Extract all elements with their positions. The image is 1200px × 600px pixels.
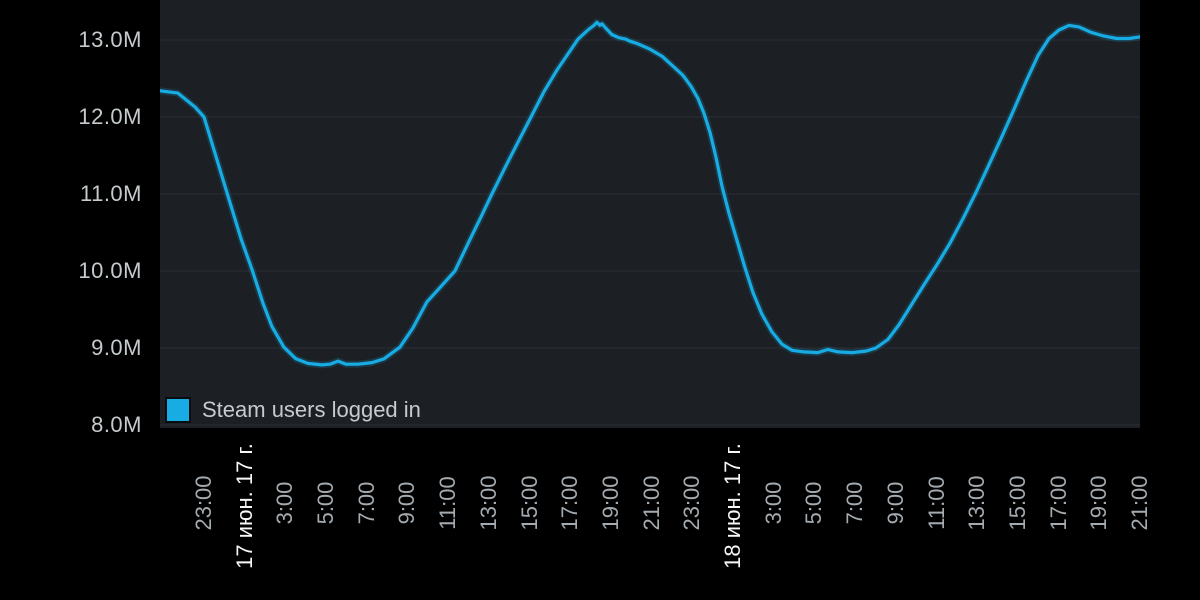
x-axis-date-label: 18 июн. 17 г.: [720, 443, 746, 569]
y-axis-tick-label: 11.0M: [79, 181, 142, 206]
chart-legend[interactable]: Steam users logged in: [165, 397, 421, 423]
x-axis-time-label: 23:00: [679, 475, 705, 531]
y-axis-tick-label: 12.0M: [78, 104, 142, 129]
y-axis-tick-label: 9.0M: [91, 335, 142, 360]
x-axis-time-label: 7:00: [842, 481, 868, 525]
x-axis-time-label: 23:00: [190, 475, 216, 531]
x-axis-time-label: 17:00: [1045, 475, 1071, 531]
y-axis-tick-label: 8.0M: [91, 412, 142, 437]
x-axis-time-label: 17:00: [557, 475, 583, 531]
x-axis-time-label: 5:00: [801, 481, 827, 525]
x-axis-time-label: 13:00: [475, 475, 501, 531]
x-axis-date-label: 17 июн. 17 г.: [231, 443, 257, 569]
series-color-swatch-icon: [165, 397, 191, 423]
x-axis-time-label: 15:00: [1004, 475, 1030, 531]
x-axis-time-label: 11:00: [435, 476, 461, 530]
y-axis-tick-label: 13.0M: [78, 27, 142, 52]
series-line: [160, 20, 1140, 367]
x-axis-time-label: 9:00: [882, 481, 908, 525]
x-axis-time-label: 11:00: [923, 476, 949, 530]
x-axis-time-label: 9:00: [394, 481, 420, 525]
series-legend-label: Steam users logged in: [202, 397, 421, 422]
horizontal-gridlines: [160, 39, 1140, 426]
x-axis-time-label: 21:00: [638, 475, 664, 531]
x-axis-time-label: 13:00: [964, 475, 990, 531]
x-axis-time-label: 7:00: [353, 481, 379, 525]
line-chart-canvas: [160, 18, 1140, 426]
x-axis-time-label: 3:00: [272, 481, 298, 525]
x-axis-time-label: 5:00: [313, 481, 339, 525]
x-axis-time-label: 21:00: [1127, 475, 1152, 531]
x-axis-time-label: 3:00: [760, 481, 786, 525]
x-axis-time-label: 19:00: [1086, 475, 1112, 531]
x-axis-time-label: 19:00: [597, 475, 623, 531]
plot-area[interactable]: [160, 0, 1140, 428]
x-axis-time-label: 15:00: [516, 475, 542, 531]
y-axis-tick-label: 10.0M: [78, 258, 142, 283]
